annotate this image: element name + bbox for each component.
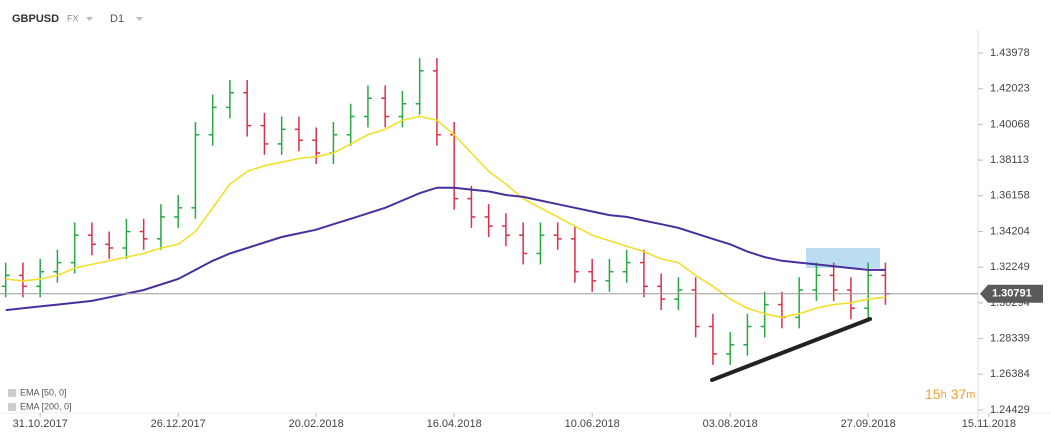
dropdown-arrow[interactable] [86, 17, 93, 21]
y-tick-label: 1.28339 [990, 332, 1030, 344]
y-tick-label: 1.24429 [990, 404, 1030, 416]
y-tick-label: 1.38113 [990, 154, 1029, 166]
plot-area [1, 58, 890, 365]
y-tick-label: 1.34204 [990, 225, 1030, 237]
current-price-box [980, 284, 1043, 303]
trend-line [710, 317, 872, 382]
legend-label: EMA [200, 0] [20, 401, 72, 411]
y-tick-label: 1.36158 [990, 190, 1030, 202]
ema-line [5, 186, 886, 312]
legend-icon [8, 403, 16, 411]
x-tick-label: 26.12.2017 [151, 418, 206, 430]
y-tick-label: 1.43978 [990, 47, 1030, 59]
dropdown-arrow[interactable] [136, 17, 143, 21]
market[interactable]: FX [67, 13, 79, 23]
legend-label: EMA [50, 0] [20, 387, 67, 397]
timeframe[interactable]: D1 [110, 13, 124, 25]
x-tick-label: 20.02.2018 [289, 418, 344, 430]
x-tick-label: 31.10.2017 [13, 418, 68, 430]
y-tick-label: 1.40068 [990, 118, 1030, 130]
x-tick-label: 27.09.2018 [841, 418, 896, 430]
x-tick-label: 16.04.2018 [427, 418, 482, 430]
x-tick-label: 10.06.2018 [565, 418, 620, 430]
current-price-label: 1.30791 [992, 288, 1032, 300]
ema-line [5, 115, 886, 319]
x-tick-label: 15.11.2018 [962, 418, 1016, 430]
y-tick-label: 1.42023 [990, 83, 1030, 95]
legend-icon [8, 389, 16, 397]
symbol[interactable]: GBPUSD [12, 13, 59, 25]
y-tick-label: 1.32249 [990, 261, 1030, 273]
y-tick-label: 1.26384 [990, 368, 1030, 380]
resistance-zone [806, 248, 880, 268]
countdown: 15h 37m [925, 386, 975, 402]
x-tick-label: 03.08.2018 [703, 418, 758, 430]
